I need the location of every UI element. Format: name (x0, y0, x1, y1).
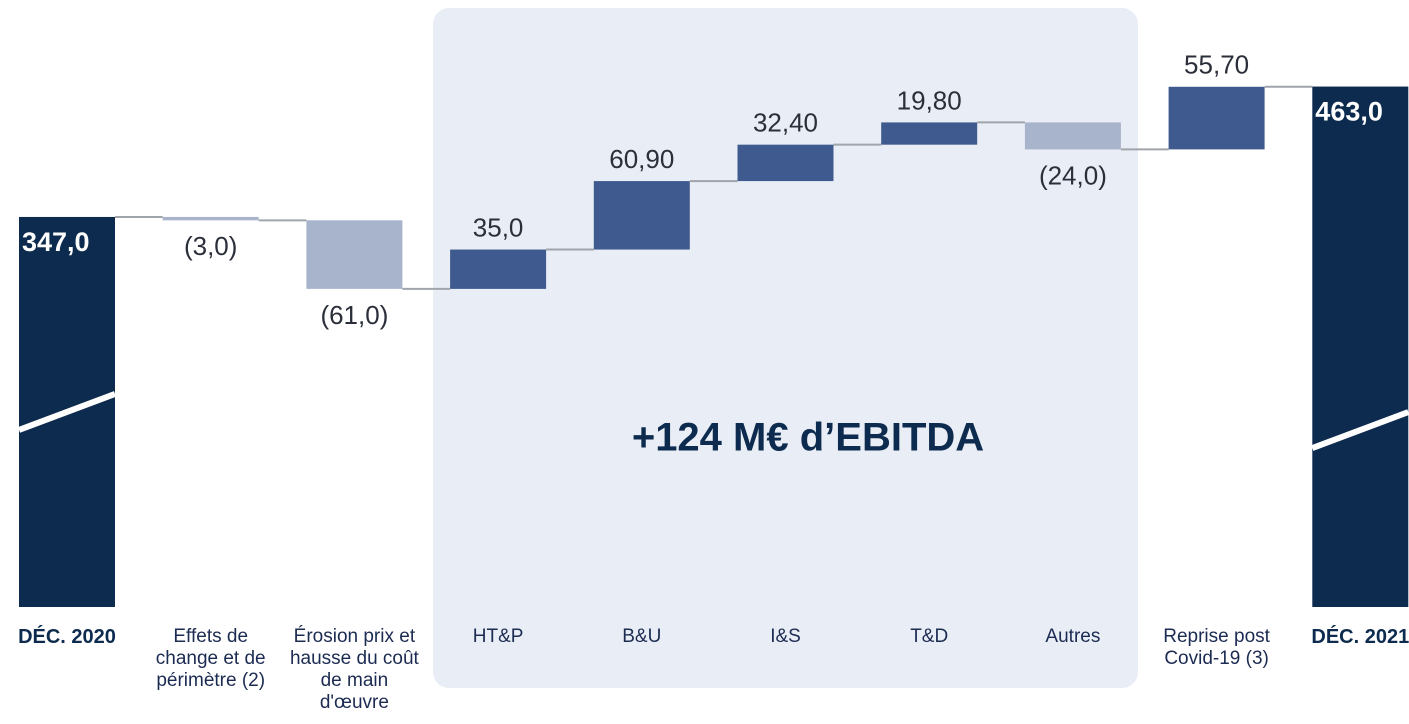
axis-break (17, 391, 117, 433)
value-label: 347,0 (22, 227, 90, 257)
x-tick-label: Érosion prix et hausse du coût de main d… (289, 626, 419, 713)
value-label: 463,0 (1315, 97, 1383, 127)
x-tick-label: HT&P (472, 626, 524, 647)
value-label: (61,0) (320, 300, 388, 330)
value-label: 60,90 (609, 144, 674, 174)
bar (450, 249, 547, 289)
bar (1024, 122, 1121, 150)
x-tick-label: Autres (1045, 626, 1101, 647)
axis-break (1311, 409, 1409, 451)
value-label: (3,0) (184, 231, 237, 261)
highlight-panel (433, 8, 1138, 688)
bar (737, 144, 834, 182)
x-tick-label: Effets de change et de périmètre (2) (155, 626, 266, 691)
annotation: +124 M€ d’EBITDA (632, 416, 984, 460)
value-label: 32,40 (753, 108, 818, 138)
value-label: (24,0) (1039, 160, 1107, 190)
x-tick-label: DÉC. 2021 (1311, 626, 1409, 648)
x-tick-label: B&U (622, 626, 662, 647)
value-label: 19,80 (897, 85, 962, 115)
x-tick-label: Reprise post Covid-19 (3) (1163, 626, 1270, 669)
bar (162, 216, 259, 221)
x-tick-label: DÉC. 2020 (18, 626, 116, 648)
bar (1312, 86, 1409, 607)
bar (881, 122, 978, 145)
bar (593, 181, 690, 250)
x-tick-label: T&D (910, 626, 949, 647)
bar (306, 220, 403, 289)
x-tick-label: I&S (770, 626, 801, 647)
bar (1168, 86, 1265, 150)
value-label: 55,70 (1184, 50, 1249, 80)
value-label: 35,0 (473, 212, 524, 242)
